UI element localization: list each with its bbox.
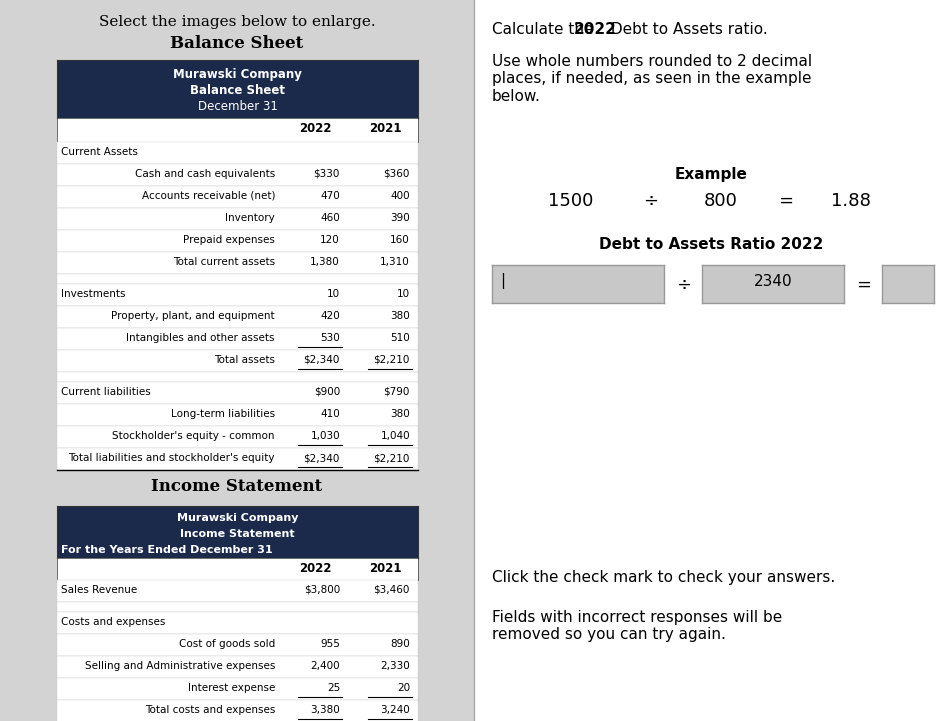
Text: Cost of goods sold: Cost of goods sold: [179, 639, 275, 649]
Text: 2022: 2022: [299, 122, 331, 135]
Text: Costs and expenses: Costs and expenses: [61, 617, 165, 627]
Text: $790: $790: [384, 387, 410, 397]
Text: 390: 390: [391, 213, 410, 223]
Text: ÷: ÷: [644, 192, 659, 210]
Text: 890: 890: [391, 639, 410, 649]
Text: Current liabilities: Current liabilities: [61, 387, 151, 397]
Text: $2,210: $2,210: [374, 453, 410, 463]
Text: 420: 420: [320, 311, 340, 321]
Text: Balance Sheet: Balance Sheet: [171, 35, 303, 52]
Text: December 31: December 31: [197, 100, 278, 113]
Text: ÷: ÷: [677, 276, 691, 294]
Text: 510: 510: [391, 333, 410, 343]
Text: 20: 20: [397, 683, 410, 693]
Text: 160: 160: [391, 235, 410, 245]
Text: Prepaid expenses: Prepaid expenses: [183, 235, 275, 245]
Text: Click the check mark to check your answers.: Click the check mark to check your answe…: [492, 570, 835, 585]
Text: 10: 10: [397, 289, 410, 299]
Text: Use whole numbers rounded to 2 decimal
places, if needed, as seen in the example: Use whole numbers rounded to 2 decimal p…: [492, 54, 812, 104]
Text: =: =: [778, 192, 793, 210]
Text: Total assets: Total assets: [214, 355, 275, 365]
Text: Debt to Assets ratio.: Debt to Assets ratio.: [606, 22, 768, 37]
Text: $360: $360: [384, 169, 410, 179]
Text: Interest expense: Interest expense: [188, 683, 275, 693]
Text: Murawski Company: Murawski Company: [176, 513, 299, 523]
Text: Calculate the: Calculate the: [492, 22, 598, 37]
Text: Debt to Assets Ratio 2022: Debt to Assets Ratio 2022: [599, 237, 823, 252]
Text: Fields with incorrect responses will be
removed so you can try again.: Fields with incorrect responses will be …: [492, 610, 782, 642]
Text: Total liabilities and stockholder's equity: Total liabilities and stockholder's equi…: [68, 453, 275, 463]
Text: 460: 460: [320, 213, 340, 223]
Text: Cash and cash equivalents: Cash and cash equivalents: [135, 169, 275, 179]
Text: Selling and Administrative expenses: Selling and Administrative expenses: [84, 661, 275, 671]
Text: 1,310: 1,310: [380, 257, 410, 267]
Text: 1,040: 1,040: [380, 431, 410, 441]
Text: 1,030: 1,030: [310, 431, 340, 441]
Text: 2,330: 2,330: [380, 661, 410, 671]
Text: Income Statement: Income Statement: [180, 529, 295, 539]
Text: Select the images below to enlarge.: Select the images below to enlarge.: [99, 15, 375, 29]
Text: 1.88: 1.88: [831, 192, 871, 210]
Text: Sales Revenue: Sales Revenue: [61, 585, 137, 595]
Text: Example: Example: [675, 167, 747, 182]
Text: $2,210: $2,210: [374, 355, 410, 365]
Text: 3,240: 3,240: [380, 705, 410, 715]
Text: For the Years Ended December 31: For the Years Ended December 31: [61, 545, 273, 555]
Text: $3,460: $3,460: [374, 585, 410, 595]
Text: 800: 800: [704, 192, 738, 210]
Text: Total costs and expenses: Total costs and expenses: [145, 705, 275, 715]
Text: $3,800: $3,800: [303, 585, 340, 595]
Text: |: |: [500, 273, 505, 289]
Text: 380: 380: [391, 311, 410, 321]
Text: 955: 955: [320, 639, 340, 649]
Text: $330: $330: [314, 169, 340, 179]
Text: 1500: 1500: [548, 192, 593, 210]
Text: 470: 470: [320, 191, 340, 201]
Text: 3,380: 3,380: [310, 705, 340, 715]
Text: Current Assets: Current Assets: [61, 147, 137, 157]
Text: 25: 25: [327, 683, 340, 693]
Text: Long-term liabilities: Long-term liabilities: [171, 409, 275, 419]
Text: Murawski Company: Murawski Company: [173, 68, 301, 81]
Text: Intangibles and other assets: Intangibles and other assets: [126, 333, 275, 343]
Text: 2021: 2021: [369, 122, 401, 135]
Text: 2022: 2022: [299, 562, 331, 575]
Text: Accounts receivable (net): Accounts receivable (net): [141, 191, 275, 201]
Text: 530: 530: [320, 333, 340, 343]
Text: 2022: 2022: [574, 22, 617, 37]
Text: 2,400: 2,400: [310, 661, 340, 671]
Text: 2340: 2340: [754, 274, 793, 289]
Text: Income Statement: Income Statement: [152, 478, 322, 495]
Text: 400: 400: [391, 191, 410, 201]
Text: 10: 10: [327, 289, 340, 299]
Text: 410: 410: [320, 409, 340, 419]
Text: Property, plant, and equipment: Property, plant, and equipment: [111, 311, 275, 321]
Text: Balance Sheet: Balance Sheet: [190, 84, 285, 97]
Text: Total current assets: Total current assets: [173, 257, 275, 267]
Text: Investments: Investments: [61, 289, 125, 299]
Text: Stockholder's equity - common: Stockholder's equity - common: [113, 431, 275, 441]
Text: 2021: 2021: [369, 562, 401, 575]
Text: $2,340: $2,340: [303, 453, 340, 463]
Text: Inventory: Inventory: [226, 213, 275, 223]
Text: $900: $900: [314, 387, 340, 397]
Text: 1,380: 1,380: [310, 257, 340, 267]
Text: $2,340: $2,340: [303, 355, 340, 365]
Text: 380: 380: [391, 409, 410, 419]
Text: =: =: [856, 276, 871, 294]
Text: 120: 120: [320, 235, 340, 245]
